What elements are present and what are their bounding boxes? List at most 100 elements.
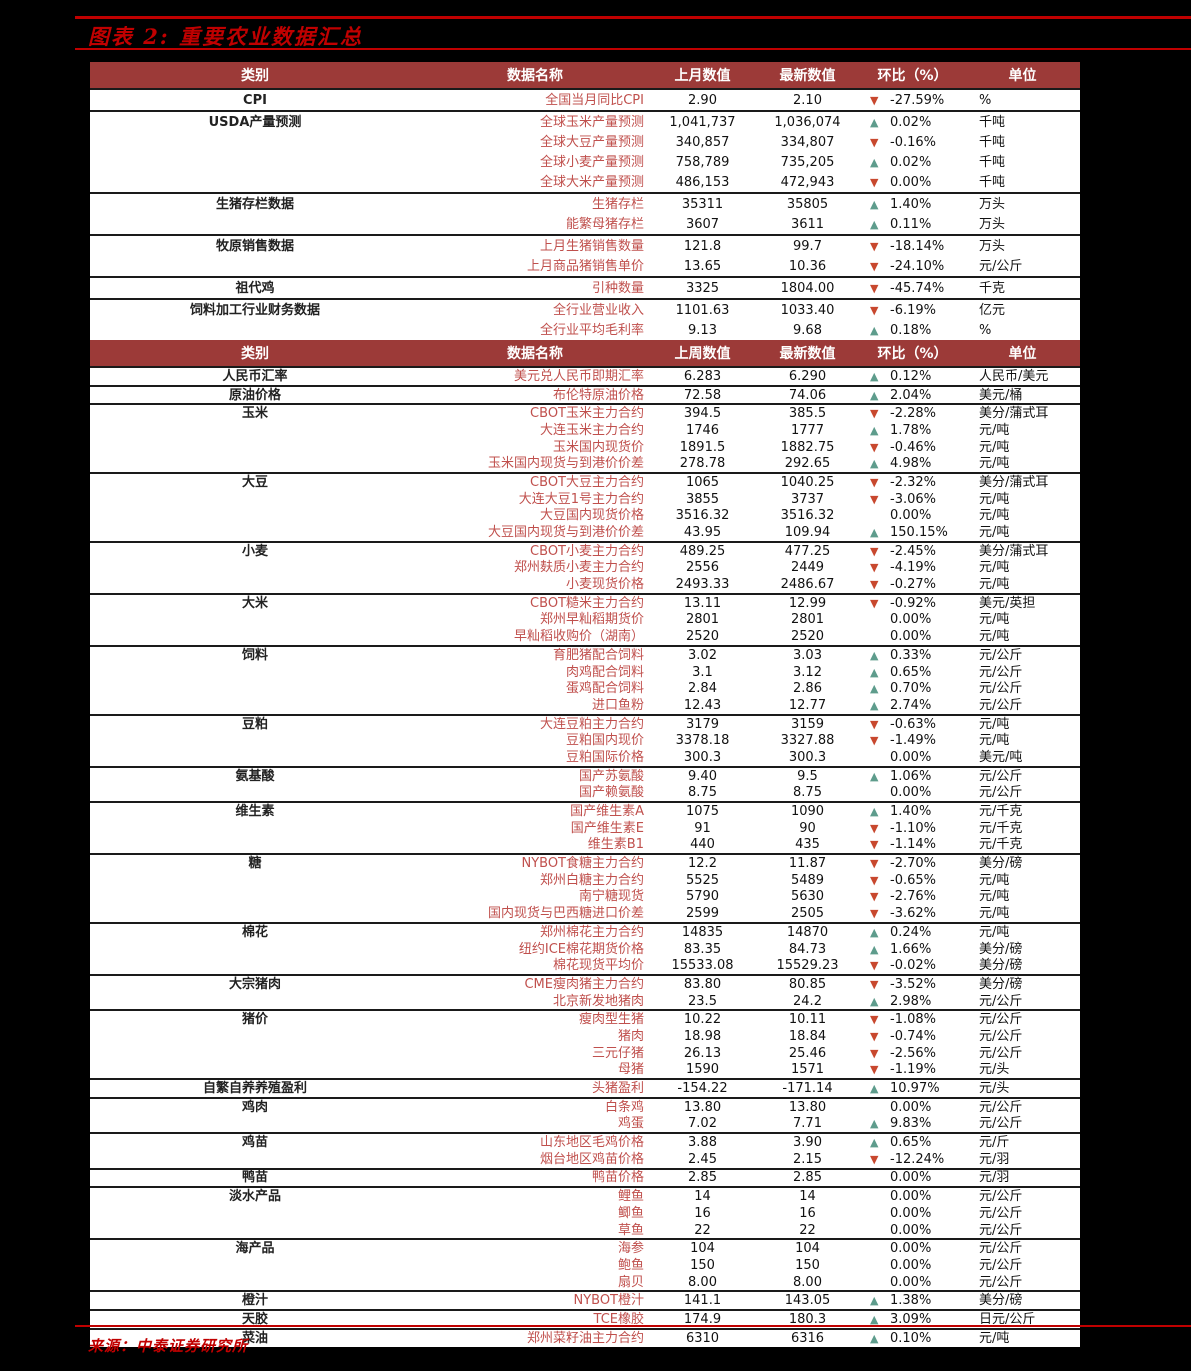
cell-data-name: 育肥猪配合饲料 <box>552 647 644 663</box>
category-group: 小麦 CBOT小麦主力合约 489.25 477.25 ▼ -2.45% 美分/蒲式耳 郑州麸… <box>90 540 1080 593</box>
cell-change: ▲ 9.83% <box>860 1117 965 1130</box>
category-group: 豆粕 大连豆粕主力合约 3179 3159 ▼ -0.63% 元/吨 豆粕国内现价 3378.1… <box>90 713 1080 766</box>
source-note: 来源：中泰证券研究所 <box>88 1337 249 1355</box>
category-group: 饲料加工行业财务数据 全行业营业收入 1101.63 1033.40 ▼ -6.19% 亿元… <box>90 298 1080 340</box>
cell-prev-value: 2.84 <box>688 681 717 697</box>
cell-category: 牧原销售数据 <box>215 238 294 254</box>
table-row: 三元仔猪 26.13 25.46 ▼ -2.56% 元/公斤 <box>90 1045 1080 1062</box>
cell-change: ▲ 0.12% <box>860 370 965 383</box>
cell-change: ▼ -24.10% <box>860 260 965 273</box>
category-group: 人民币汇率 美元兑人民币即期汇率 6.283 6.290 ▲ 0.12% 人民币/美元 <box>90 366 1080 385</box>
change-value: 0.00% <box>890 1274 932 1290</box>
cell-unit: 千克 <box>979 280 1006 296</box>
change-value: 1.40% <box>890 196 932 212</box>
cell-unit: 元/公斤 <box>979 647 1023 663</box>
cell-latest-value: 334,807 <box>780 134 835 150</box>
category-group: 鸡苗 山东地区毛鸡价格 3.88 3.90 ▲ 0.65% 元/斤 烟台地区鸡苗价格 2.45 2… <box>90 1132 1080 1167</box>
cell-data-name: 国产维生素A <box>570 804 644 820</box>
header-cell-0: 类别 <box>241 346 269 362</box>
cell-change: 0.00% <box>860 1101 965 1114</box>
change-up-icon: ▲ <box>870 155 879 169</box>
cell-prev-value: 2.90 <box>688 92 717 108</box>
cell-data-name: 鸭苗价格 <box>591 1170 644 1186</box>
cell-change: ▲ 0.10% <box>860 1332 965 1345</box>
cell-change: ▼ -3.62% <box>860 907 965 920</box>
cell-data-name: 鸡蛋 <box>617 1116 644 1132</box>
category-group: 祖代鸡 引种数量 3325 1804.00 ▼ -45.74% 千克 <box>90 276 1080 298</box>
table-header-row: 类别 数据名称 上月数值 最新数值 环比（%） 单位 <box>90 62 1080 88</box>
change-up-icon: ▲ <box>870 648 879 662</box>
agriculture-data-tables: 类别 数据名称 上月数值 最新数值 环比（%） 单位 CPI 全国当月同比CPI 2.90 2.1… <box>90 62 1080 1347</box>
monthly-summary-table: 类别 数据名称 上月数值 最新数值 环比（%） 单位 CPI 全国当月同比CPI 2.90 2.1… <box>90 62 1080 340</box>
cell-data-name: 肉鸡配合饲料 <box>565 664 644 680</box>
table-row: 大连大豆1号主力合约 3855 3737 ▼ -3.06% 元/吨 <box>90 491 1080 508</box>
cell-change: ▲ 0.18% <box>860 324 965 337</box>
change-down-icon: ▼ <box>870 1013 879 1027</box>
cell-prev-value: 6310 <box>685 1330 720 1346</box>
cell-category: 橙汁 <box>241 1293 268 1309</box>
cell-latest-value: 8.75 <box>793 785 822 801</box>
change-down-icon: ▼ <box>870 440 879 454</box>
cell-unit: 元/头 <box>979 1081 1010 1097</box>
cell-prev-value: 3607 <box>685 216 720 232</box>
change-value: 1.40% <box>890 804 932 820</box>
table-row: 天胶 TCE橡胶 174.9 180.3 ▲ 3.09% 日元/公斤 <box>90 1311 1080 1328</box>
cell-change: ▲ 0.02% <box>860 116 965 129</box>
change-value: 150.15% <box>890 525 948 541</box>
table-row: 棉花现货平均价 15533.08 15529.23 ▼ -0.02% 美分/磅 <box>90 957 1080 974</box>
cell-latest-value: 9.5 <box>797 768 818 784</box>
cell-change: ▼ -2.56% <box>860 1047 965 1060</box>
cell-latest-value: 2505 <box>790 906 825 922</box>
cell-latest-value: 6.290 <box>788 368 827 384</box>
table-row: 国内现货与巴西糖进口价差 2599 2505 ▼ -3.62% 元/吨 <box>90 905 1080 922</box>
cell-latest-value: 16 <box>799 1205 816 1221</box>
table-row: 鸭苗 鸭苗价格 2.85 2.85 0.00% 元/羽 <box>90 1170 1080 1187</box>
table-row: 豆粕国内现价 3378.18 3327.88 ▼ -1.49% 元/吨 <box>90 732 1080 749</box>
cell-prev-value: 141.1 <box>683 1293 722 1309</box>
cell-latest-value: 385.5 <box>788 406 827 422</box>
cell-prev-value: 6.283 <box>683 368 722 384</box>
cell-change: ▲ 10.97% <box>860 1082 965 1095</box>
cell-data-name: 能繁母猪存栏 <box>565 216 644 232</box>
cell-category: 祖代鸡 <box>235 280 275 296</box>
cell-latest-value: 90 <box>799 820 816 836</box>
cell-category: CPI <box>243 92 267 108</box>
cell-data-name: 白条鸡 <box>604 1099 644 1115</box>
table-row: 大豆国内现货价格 3516.32 3516.32 0.00% 元/吨 <box>90 508 1080 525</box>
cell-prev-value: 13.65 <box>683 258 722 274</box>
change-down-icon: ▼ <box>870 475 879 489</box>
cell-prev-value: 91 <box>694 820 711 836</box>
change-up-icon: ▲ <box>870 369 879 383</box>
change-value: 3.09% <box>890 1311 932 1327</box>
change-up-icon: ▲ <box>870 925 879 939</box>
change-value: 0.65% <box>890 1135 932 1151</box>
cell-latest-value: 109.94 <box>784 525 831 541</box>
change-down-icon: ▼ <box>870 959 879 973</box>
category-group: 原油价格 布伦特原油价格 72.58 74.06 ▲ 2.04% 美元/桶 <box>90 384 1080 404</box>
cell-data-name: CBOT大豆主力合约 <box>530 474 644 490</box>
cell-prev-value: 2493.33 <box>675 577 730 593</box>
cell-data-name: 美元兑人民币即期汇率 <box>513 368 644 384</box>
cell-prev-value: 13.80 <box>683 1099 722 1115</box>
cell-data-name: 扇贝 <box>617 1274 644 1290</box>
cell-prev-value: 486,153 <box>675 174 730 190</box>
cell-change: ▲ 150.15% <box>860 526 965 539</box>
table-row: 郑州白糖主力合约 5525 5489 ▼ -0.65% 元/吨 <box>90 872 1080 889</box>
category-group: 大豆 CBOT大豆主力合约 1065 1040.25 ▼ -2.32% 美分/蒲式耳 大连大豆… <box>90 472 1080 541</box>
cell-unit: 千吨 <box>979 174 1006 190</box>
cell-data-name: 大连大豆1号主力合约 <box>518 491 644 507</box>
table-row: 全球小麦产量预测 758,789 735,205 ▲ 0.02% 千吨 <box>90 152 1080 172</box>
cell-latest-value: 2.15 <box>793 1151 822 1167</box>
cell-prev-value: 1065 <box>685 474 720 490</box>
cell-change: ▲ 0.11% <box>860 218 965 231</box>
cell-prev-value: 23.5 <box>688 993 717 1009</box>
title-bottom-rule <box>75 48 1191 50</box>
table-row: 国产赖氨酸 8.75 8.75 0.00% 元/公斤 <box>90 785 1080 802</box>
category-group: 鸡肉 白条鸡 13.80 13.80 0.00% 元/公斤 鸡蛋 7.02 7.71 ▲ 9.83%… <box>90 1096 1080 1132</box>
cell-unit: 元/公斤 <box>979 258 1023 274</box>
header-cell-5: 单位 <box>1008 346 1037 362</box>
cell-latest-value: 3737 <box>790 491 825 507</box>
cell-latest-value: 150 <box>795 1257 820 1273</box>
change-value: 0.00% <box>890 785 932 801</box>
cell-unit: 元/羽 <box>979 1151 1010 1167</box>
